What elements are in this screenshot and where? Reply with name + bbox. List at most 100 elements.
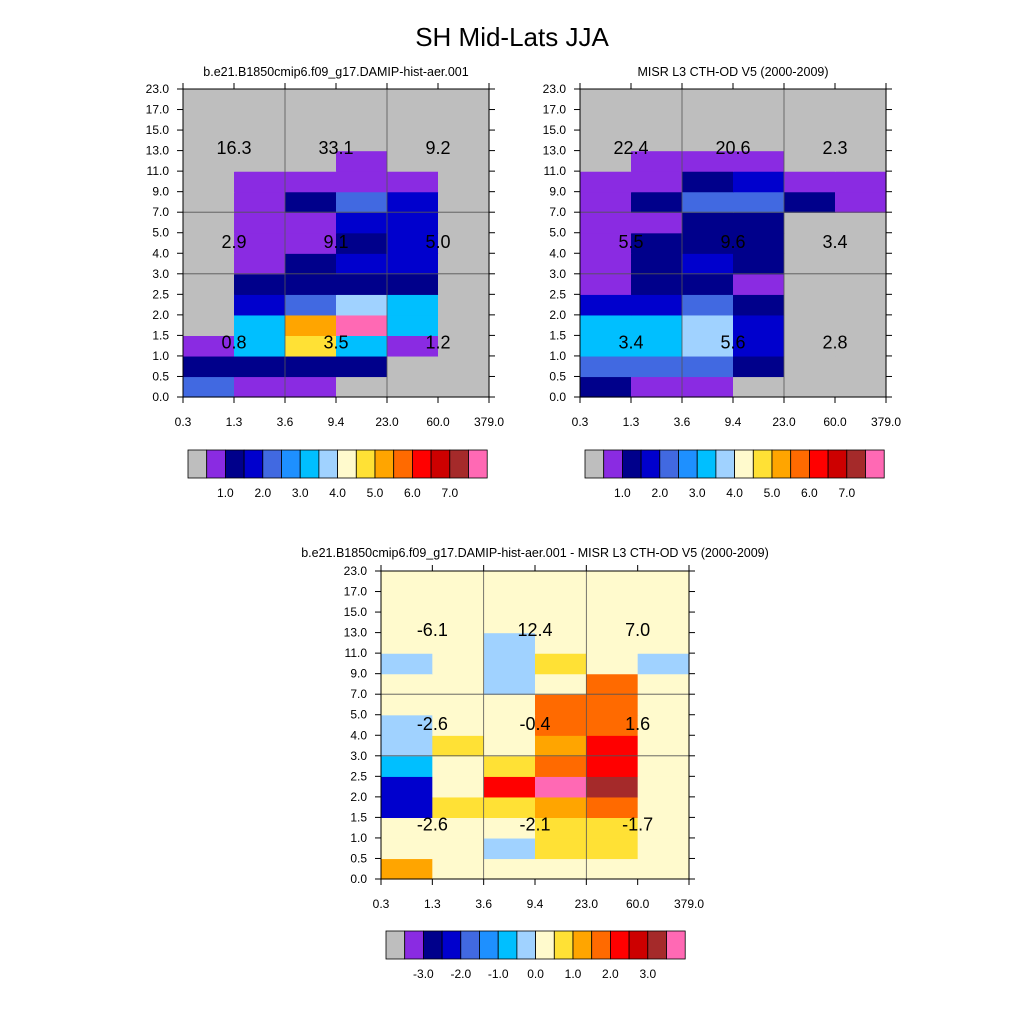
y-tick-label: 0.5: [152, 369, 169, 383]
colorbar-swatch: [659, 449, 679, 479]
y-tick-label: 5.0: [549, 226, 566, 240]
colorbar-swatch: [640, 449, 661, 479]
bin-total-label: 3.5: [323, 332, 348, 352]
colorbar-swatch: [460, 930, 480, 960]
colorbar-label: 3.0: [689, 486, 706, 500]
heatmap-cell: [682, 335, 734, 357]
colorbar-label: 7.0: [441, 486, 458, 500]
heatmap-cell: [586, 735, 639, 757]
heatmap-cell: [285, 171, 337, 193]
heatmap-cell: [336, 355, 388, 378]
heatmap-cell: [438, 191, 490, 213]
heatmap-cell: [438, 335, 490, 357]
colorbar-label: -1.0: [488, 967, 509, 981]
heatmap-cell: [285, 253, 337, 275]
x-tick-label: 60.0: [626, 897, 650, 911]
bin-total-label: 2.3: [822, 138, 847, 158]
colorbar-swatch: [865, 449, 885, 479]
colorbar-label: 5.0: [764, 486, 781, 500]
heatmap-cell: [784, 335, 836, 357]
heatmap-cell: [637, 796, 690, 818]
y-tick-label: 0.0: [350, 872, 367, 886]
heatmap-cell: [631, 212, 683, 234]
y-tick-label: 3.0: [152, 267, 169, 281]
heatmap-cell: [183, 355, 235, 378]
heatmap-cell: [387, 109, 439, 131]
y-tick-label: 2.0: [350, 790, 367, 804]
colorbar-label: 1.0: [614, 486, 631, 500]
heatmap-cell: [183, 89, 235, 111]
heatmap-cell: [835, 253, 887, 275]
bin-total-label: 5.6: [720, 332, 745, 352]
heatmap-cell: [835, 130, 887, 152]
heatmap-cell: [835, 376, 887, 398]
x-tick-label: 1.3: [623, 415, 640, 429]
x-tick-label: 379.0: [871, 415, 901, 429]
heatmap-cell: [535, 632, 587, 654]
heatmap-cell: [336, 273, 388, 295]
heatmap-cell: [835, 294, 887, 316]
heatmap-cell: [183, 294, 235, 316]
colorbar-swatch: [790, 449, 810, 479]
heatmap-cell: [733, 89, 785, 111]
heatmap-cell: [483, 817, 536, 839]
bin-total-label: 2.8: [822, 332, 847, 352]
heatmap-cell: [336, 376, 388, 398]
heatmap-cell: [432, 694, 485, 716]
heatmap-cell: [381, 817, 433, 839]
heatmap-cell: [381, 796, 433, 818]
heatmap-cell: [637, 571, 690, 593]
colorbar-label: 4.0: [726, 486, 743, 500]
heatmap-cell: [381, 591, 433, 613]
colorbar-label: 1.0: [565, 967, 582, 981]
x-tick-label: 23.0: [772, 415, 796, 429]
colorbar-label: 2.0: [254, 486, 271, 500]
heatmap-cell: [835, 109, 887, 131]
colorbar-label: 0.0: [527, 967, 544, 981]
heatmap-cell: [438, 109, 490, 131]
heatmap-cell: [381, 653, 433, 675]
heatmap-cell: [285, 89, 337, 111]
heatmap-cell: [631, 273, 683, 295]
heatmap-cell: [784, 273, 836, 295]
y-tick-label: 17.0: [146, 103, 170, 117]
colorbar-swatch: [411, 449, 432, 479]
bin-total-label: -2.1: [519, 814, 550, 834]
heatmap-cell: [637, 632, 690, 654]
bin-total-label: 5.5: [618, 232, 643, 252]
colorbar-swatch: [715, 449, 736, 479]
colorbar-swatch: [584, 449, 605, 479]
heatmap-cell: [336, 130, 388, 152]
bin-total-label: 7.0: [625, 620, 650, 640]
colorbar-swatch: [734, 449, 754, 479]
heatmap-cell: [387, 150, 439, 172]
heatmap-cell: [784, 232, 836, 254]
colorbar-swatch: [647, 930, 667, 960]
heatmap-cell: [381, 612, 433, 634]
heatmap-cell: [483, 694, 536, 716]
heatmap-cell: [682, 232, 734, 254]
bin-total-label: -1.7: [622, 814, 653, 834]
bin-total-label: 22.4: [613, 138, 648, 158]
colorbar-label: 6.0: [801, 486, 818, 500]
x-tick-label: 3.6: [674, 415, 691, 429]
colorbar-label: 2.0: [651, 486, 668, 500]
heatmap-cell: [586, 796, 639, 818]
heatmap-cell: [580, 212, 632, 234]
y-tick-label: 3.0: [549, 267, 566, 281]
heatmap-cell: [535, 714, 587, 736]
y-tick-label: 15.0: [543, 123, 567, 137]
colorbar-swatch: [535, 930, 555, 960]
heatmap-cell: [183, 130, 235, 152]
heatmap-cell: [285, 191, 337, 213]
heatmap-cell: [631, 191, 683, 213]
heatmap-cell: [387, 130, 439, 152]
heatmap-cell: [631, 355, 683, 378]
heatmap-cell: [387, 335, 439, 357]
heatmap-cell: [586, 858, 639, 880]
colorbar-swatch: [827, 449, 848, 479]
heatmap-cell: [631, 89, 683, 111]
colorbar-swatch: [591, 930, 611, 960]
heatmap-cell: [336, 171, 388, 193]
bin-total-label: 12.4: [517, 620, 552, 640]
